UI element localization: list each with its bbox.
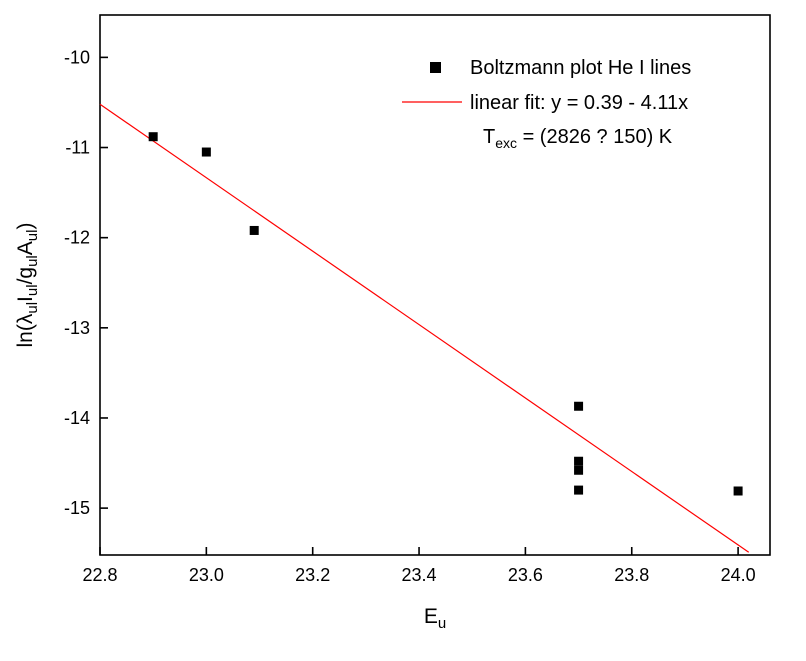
x-tick-label: 22.8	[82, 565, 117, 585]
y-axis-label: ln(λulIul/gulAul)	[14, 223, 41, 348]
legend-entry-label-1: Boltzmann plot He I lines	[470, 57, 691, 79]
legend-marker-square	[430, 62, 441, 73]
data-point	[148, 132, 158, 142]
x-tick-label: 23.0	[189, 565, 224, 585]
data-point	[574, 485, 584, 495]
x-tick-label: 23.2	[295, 565, 330, 585]
x-axis-label: Eu	[424, 605, 446, 632]
legend-entry-label-3: Texc = (2826 ? 150) K	[483, 126, 673, 151]
data-point	[574, 401, 584, 411]
y-tick-label: -15	[64, 498, 90, 518]
data-point	[574, 456, 584, 466]
y-tick-label: -14	[64, 408, 90, 428]
plot-box	[99, 14, 771, 556]
y-tick-label: -13	[64, 318, 90, 338]
x-tick-label: 23.4	[402, 565, 437, 585]
data-point	[574, 465, 584, 475]
x-tick-label: 23.8	[614, 565, 649, 585]
fit-line	[99, 103, 750, 553]
y-tick-label: -11	[65, 138, 90, 158]
legend-entry-label-2: linear fit: y = 0.39 - 4.11x	[470, 92, 688, 114]
x-tick-label: 24.0	[721, 565, 756, 585]
y-tick-label: -12	[64, 228, 90, 248]
data-point	[201, 147, 211, 157]
y-tick-label: -10	[64, 47, 90, 67]
data-point	[249, 225, 259, 235]
x-tick-label: 23.6	[508, 565, 543, 585]
data-point	[733, 486, 743, 496]
